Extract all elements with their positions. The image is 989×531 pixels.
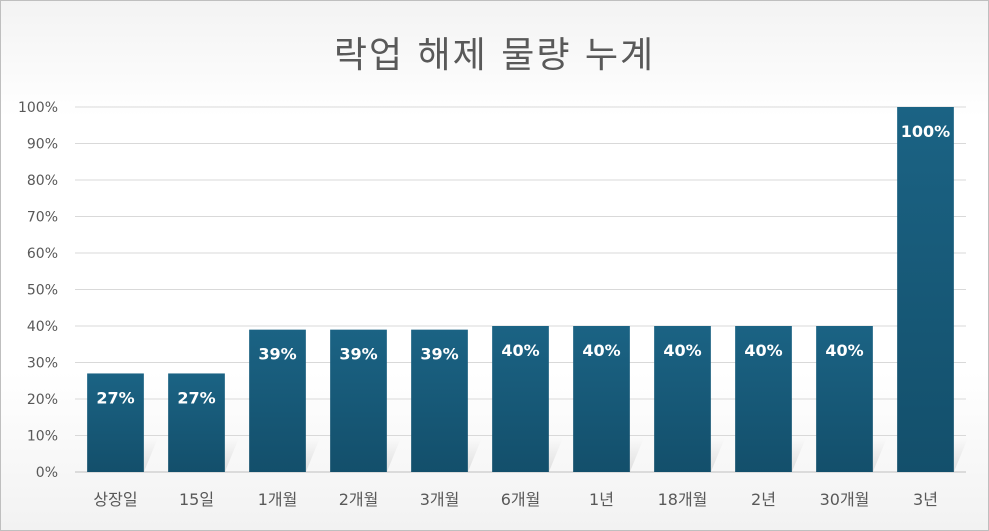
bar (897, 107, 954, 472)
y-tick-label: 10% (27, 429, 58, 445)
y-tick-label: 60% (27, 246, 58, 262)
data-label: 40% (582, 341, 620, 360)
bar (87, 373, 144, 472)
y-tick-label: 0% (36, 465, 58, 481)
y-tick-label: 90% (27, 137, 58, 153)
y-tick-label: 50% (27, 283, 58, 299)
data-label: 40% (744, 341, 782, 360)
x-tick-label: 1년 (589, 490, 614, 509)
bar (249, 329, 306, 472)
chart-title: 락업 해제 물량 누계 (333, 35, 656, 76)
y-tick-label: 70% (27, 210, 58, 226)
bar (573, 326, 630, 472)
x-tick-label: 15일 (179, 490, 214, 509)
x-tick-label: 2개월 (339, 490, 379, 509)
bar (492, 326, 549, 472)
data-label: 40% (825, 341, 863, 360)
x-tick-label: 18개월 (658, 490, 708, 509)
bar (654, 326, 711, 472)
bar (168, 373, 225, 472)
x-tick-label: 2년 (751, 490, 776, 509)
data-label: 39% (258, 345, 296, 364)
data-label: 27% (177, 388, 215, 407)
bar (816, 326, 873, 472)
x-tick-label: 상장일 (93, 490, 137, 509)
y-tick-label: 100% (18, 100, 58, 116)
bar (411, 329, 468, 472)
x-tick-label: 30개월 (820, 490, 870, 509)
x-tick-label: 6개월 (501, 490, 541, 509)
x-tick-label: 3년 (913, 490, 938, 509)
bar (735, 326, 792, 472)
y-tick-label: 80% (27, 173, 58, 189)
data-label: 100% (901, 122, 950, 141)
data-label: 40% (501, 341, 539, 360)
data-label: 40% (663, 341, 701, 360)
data-label: 27% (96, 388, 134, 407)
x-tick-label: 1개월 (258, 490, 298, 509)
data-label: 39% (420, 345, 458, 364)
bar (330, 329, 387, 472)
y-tick-label: 40% (27, 319, 58, 335)
x-tick-label: 3개월 (420, 490, 460, 509)
y-tick-label: 30% (27, 356, 58, 372)
y-tick-label: 20% (27, 392, 58, 408)
data-label: 39% (339, 345, 377, 364)
